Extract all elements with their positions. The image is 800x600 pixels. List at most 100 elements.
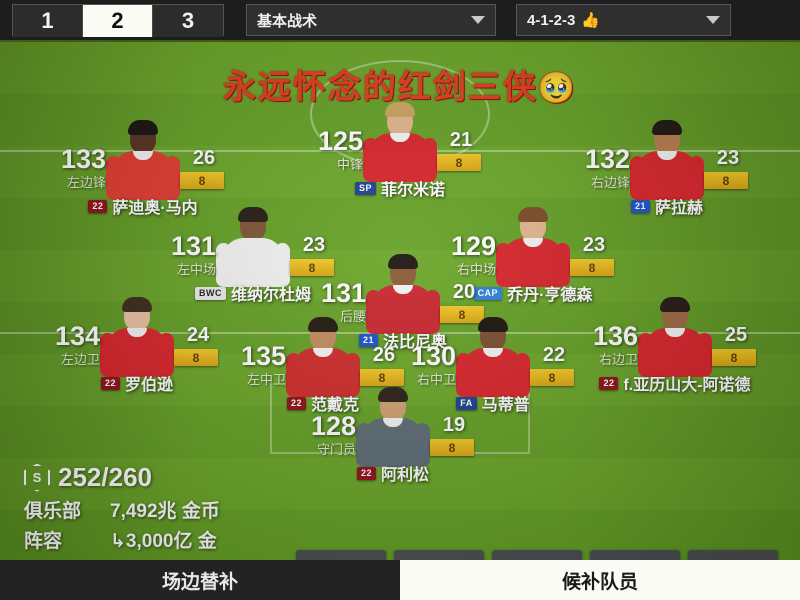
player-name-row: 21 萨拉赫 bbox=[552, 194, 782, 218]
player-position: 后腰 bbox=[339, 309, 366, 324]
player-level: 8 bbox=[290, 259, 334, 276]
formation-slot-2[interactable]: 2 bbox=[83, 5, 153, 37]
shield-button[interactable] bbox=[492, 550, 582, 560]
player-level: 8 bbox=[437, 154, 481, 171]
player-badge: FA bbox=[456, 396, 477, 410]
player-name: 菲尔米诺 bbox=[381, 182, 446, 199]
player-level: 8 bbox=[712, 349, 756, 366]
player-name: 马蒂普 bbox=[481, 397, 530, 414]
player-name: 范戴克 bbox=[311, 397, 360, 414]
shirt-count: 1 bbox=[110, 559, 122, 560]
player-card[interactable]: 130 右中卫 22 8 FA 马蒂普 bbox=[378, 317, 608, 415]
player-rating: 131 bbox=[170, 231, 216, 261]
player-position: 左边卫 bbox=[60, 352, 100, 367]
player-name: 乔丹·亨德森 bbox=[507, 287, 593, 304]
top-toolbar: 1 2 3 基本战术 4-1-2-3 👍 bbox=[0, 0, 800, 42]
player-card[interactable]: 131 后腰 20 8 21 法比尼奥 bbox=[288, 254, 518, 352]
formation-slot-group: 1 2 3 bbox=[12, 4, 224, 37]
player-number: 21 bbox=[449, 129, 473, 151]
manager-button[interactable] bbox=[590, 550, 680, 560]
vs-search-button[interactable]: VS bbox=[394, 550, 484, 560]
player-photo bbox=[366, 254, 440, 334]
player-position: 右中卫 bbox=[416, 372, 456, 387]
player-rating: 130 bbox=[410, 341, 456, 371]
player-card[interactable]: 133 左边锋 26 8 22 萨迪奥·马内 bbox=[28, 120, 258, 217]
player-badge: 22 bbox=[356, 466, 376, 480]
player-badge: 22 bbox=[599, 376, 619, 390]
player-name-row: CAP 乔丹·亨德森 bbox=[418, 281, 648, 305]
player-photo bbox=[100, 297, 174, 377]
player-rating: 131 bbox=[320, 278, 366, 308]
squad-stats: S 252/260 俱乐部 7,492兆 金币 阵容 ↳3,000亿 金 1 1… bbox=[24, 462, 324, 560]
player-card[interactable]: 128 守门员 19 8 22 阿利松 bbox=[278, 387, 508, 485]
player-level: 8 bbox=[430, 439, 474, 456]
player-badge: 22 bbox=[88, 199, 108, 213]
squad-banner-text: 永远怀念的红剑三侠 bbox=[222, 68, 538, 105]
player-level: 8 bbox=[360, 369, 404, 386]
player-number: 23 bbox=[716, 147, 740, 169]
player-name-row: 22 f.亚历山大-阿诺德 bbox=[560, 371, 790, 395]
formation-dropdown[interactable]: 4-1-2-3 👍 bbox=[516, 4, 731, 36]
player-name-row: 22 阿利松 bbox=[278, 461, 508, 485]
player-card[interactable]: 136 右边卫 25 8 22 f.亚历山大-阿诺德 bbox=[560, 297, 790, 395]
tactics-dropdown[interactable]: 基本战术 bbox=[246, 4, 496, 36]
player-card[interactable]: 125 中锋 21 8 SP 菲尔米诺 bbox=[285, 102, 515, 200]
player-rating: 136 bbox=[592, 321, 638, 351]
player-position: 右边卫 bbox=[598, 352, 638, 367]
player-photo bbox=[630, 120, 704, 200]
player-rating: 133 bbox=[60, 144, 106, 174]
player-card[interactable]: 134 左边卫 24 8 22 罗伯逊 bbox=[22, 297, 252, 395]
club-funds-row: 俱乐部 7,492兆 金币 bbox=[24, 496, 324, 523]
player-number: 19 bbox=[442, 414, 466, 436]
chevron-down-icon bbox=[706, 16, 720, 24]
player-level: 8 bbox=[180, 172, 224, 189]
player-name-row: BWC 维纳尔杜姆 bbox=[138, 281, 368, 305]
tactics-dropdown-value: 基本战术 bbox=[257, 12, 318, 30]
formation-slot-1[interactable]: 1 bbox=[13, 5, 83, 37]
player-photo bbox=[456, 317, 530, 397]
player-card[interactable]: 132 右边锋 23 8 21 萨拉赫 bbox=[552, 120, 782, 218]
player-name-row: FA 马蒂普 bbox=[378, 391, 608, 415]
chevron-down-icon bbox=[471, 16, 485, 24]
sync-value: 252/260 bbox=[58, 462, 152, 492]
action-button-bar: VS i bbox=[296, 550, 778, 560]
player-card[interactable]: 129 右中场 23 8 CAP 乔丹·亨德森 bbox=[418, 207, 648, 305]
player-card[interactable]: 131 左中场 23 8 BWC 维纳尔杜姆 bbox=[138, 207, 368, 305]
hex-s-icon: S bbox=[24, 463, 50, 492]
player-name: 罗伯逊 bbox=[125, 377, 174, 394]
player-badge: BWC bbox=[194, 286, 226, 300]
player-rating: 134 bbox=[54, 321, 100, 351]
player-photo bbox=[216, 207, 290, 287]
player-badge: SP bbox=[354, 181, 376, 195]
player-position: 左中场 bbox=[176, 262, 216, 277]
info-button[interactable]: i bbox=[688, 550, 778, 560]
formation-slot-3[interactable]: 3 bbox=[153, 5, 223, 37]
player-badge: CAP bbox=[473, 286, 503, 300]
player-number: 26 bbox=[192, 147, 216, 169]
search-button[interactable] bbox=[296, 550, 386, 560]
player-number: 26 bbox=[372, 344, 396, 366]
player-name-row: 22 罗伯逊 bbox=[22, 371, 252, 395]
pitch-area[interactable]: 永远怀念的红剑三侠🥹 125 中锋 21 8 SP 菲尔米诺 133 左边锋 26 8 22 萨迪奥·… bbox=[0, 42, 800, 560]
tab-sideline-subs[interactable]: 场边替补 bbox=[0, 560, 400, 600]
svg-text:i: i bbox=[726, 559, 734, 560]
player-position: 左边锋 bbox=[66, 175, 106, 190]
flag-count: 1 bbox=[58, 559, 70, 560]
player-photo bbox=[356, 387, 430, 467]
info-icon: i bbox=[726, 559, 734, 560]
player-name: 维纳尔杜姆 bbox=[230, 287, 311, 304]
player-position: 中锋 bbox=[336, 157, 363, 172]
tab-reserves[interactable]: 候补队员 bbox=[400, 560, 800, 600]
player-photo bbox=[496, 207, 570, 287]
player-position: 右中场 bbox=[456, 262, 496, 277]
player-badge: 22 bbox=[100, 376, 120, 390]
player-rating: 129 bbox=[450, 231, 496, 261]
player-number: 24 bbox=[186, 324, 210, 346]
player-name: f.亚历山大-阿诺德 bbox=[623, 377, 751, 394]
player-name-row: 21 法比尼奥 bbox=[288, 328, 518, 352]
handshake-count: 2 bbox=[161, 559, 173, 560]
player-number: 23 bbox=[302, 234, 326, 256]
player-name-row: SP 菲尔米诺 bbox=[285, 176, 515, 200]
bottom-tab-bar: 场边替补 候补队员 bbox=[0, 560, 800, 600]
player-card[interactable]: 135 左中卫 26 8 22 范戴克 bbox=[208, 317, 438, 414]
